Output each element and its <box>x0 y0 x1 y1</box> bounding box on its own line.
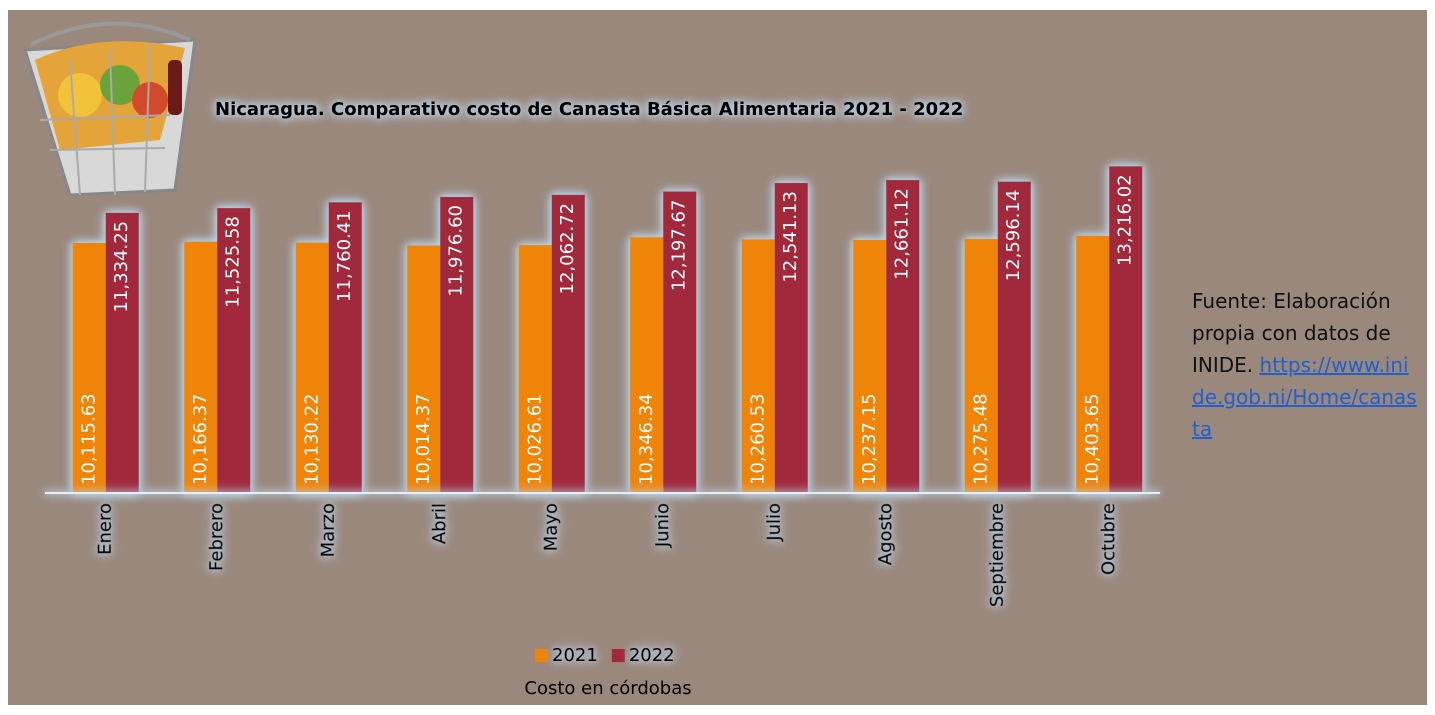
data-label: 12,062.72 <box>557 203 578 295</box>
source-note: Fuente: Elaboración propia con datos de … <box>1192 285 1417 445</box>
data-label: 10,026.61 <box>524 393 545 485</box>
bar <box>1109 166 1143 494</box>
legend-label: 2021 <box>552 645 598 666</box>
x-tick-label: Septiembre <box>987 503 1008 607</box>
chart-title: Nicaragua. Comparativo costo de Canasta … <box>215 99 963 120</box>
bar <box>328 202 362 494</box>
bar <box>964 239 998 493</box>
data-label: 12,661.12 <box>892 188 913 280</box>
data-label: 10,166.37 <box>190 393 211 485</box>
source-text: Fuente: Elaboración propia con datos de … <box>1192 289 1391 377</box>
bar <box>105 212 139 493</box>
source-link[interactable]: https://www.inide.gob.ni/Home/canasta <box>1192 353 1417 441</box>
bar <box>853 239 887 493</box>
legend-swatch <box>535 649 548 662</box>
bar <box>217 208 251 494</box>
bar <box>774 183 808 493</box>
bar <box>630 237 664 493</box>
x-tick-label: Marzo <box>318 503 339 557</box>
bars <box>72 166 1143 494</box>
data-label: 10,130.22 <box>301 393 322 485</box>
data-label: 11,525.58 <box>223 216 244 308</box>
data-label: 10,260.53 <box>747 393 768 485</box>
bar <box>72 242 106 493</box>
data-label: 11,760.41 <box>334 210 355 302</box>
bar <box>741 239 775 493</box>
x-tick-label: Julio <box>764 503 785 542</box>
x-tick-label: Junio <box>652 503 673 548</box>
data-label: 13,216.02 <box>1115 174 1136 266</box>
bar <box>1076 235 1110 493</box>
legend-label: 2022 <box>629 645 675 666</box>
bar <box>551 194 585 494</box>
bar <box>440 197 474 493</box>
data-label: 12,541.13 <box>780 191 801 283</box>
x-tick-label: Mayo <box>541 503 562 551</box>
x-tick-label: Abril <box>429 503 450 544</box>
data-label: 11,334.25 <box>111 221 132 313</box>
bar <box>184 241 218 493</box>
bar <box>407 245 441 493</box>
bar <box>295 242 329 493</box>
bar <box>663 191 697 493</box>
x-tick-label: Febrero <box>206 503 227 571</box>
data-label: 10,237.15 <box>859 393 880 485</box>
data-label: 11,976.60 <box>446 205 467 297</box>
data-label: 10,115.63 <box>78 393 99 485</box>
x-tick-label: Agosto <box>875 503 896 565</box>
x-axis-title: Costo en córdobas <box>524 678 691 699</box>
x-tick-label: Enero <box>95 503 116 555</box>
bar <box>997 181 1031 493</box>
data-label: 12,197.67 <box>669 200 690 292</box>
bar <box>886 180 920 493</box>
data-label: 10,275.48 <box>970 393 991 485</box>
data-label: 10,014.37 <box>413 393 434 485</box>
bar <box>518 245 552 493</box>
basket-icon <box>22 21 197 197</box>
data-label: 12,596.14 <box>1003 190 1024 282</box>
x-tick-label: Octubre <box>1098 503 1119 575</box>
legend-swatch <box>611 649 625 662</box>
data-label: 10,346.34 <box>636 393 657 485</box>
data-label: 10,403.65 <box>1082 393 1103 485</box>
